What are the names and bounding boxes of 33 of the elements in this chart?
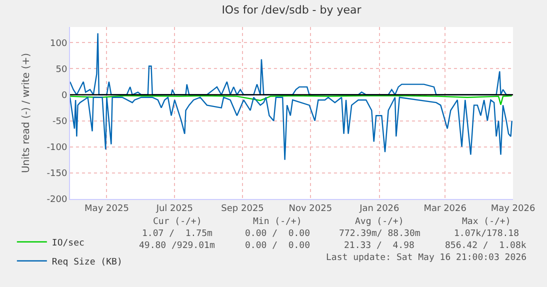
y-tick-label: 0: [61, 90, 68, 101]
line-series: [70, 96, 512, 161]
text: Max (-/+): [462, 217, 511, 227]
text: 856.42 / 1.08k: [445, 241, 527, 251]
x-tick-label: Jan 2026: [358, 204, 400, 214]
legend-label: Req Size (KB): [52, 257, 122, 268]
chart-title: IOs for /dev/sdb - by year: [222, 4, 362, 17]
y-tick-label: -50: [52, 116, 68, 127]
x-tick-label: May 2025: [84, 204, 129, 214]
y-tick-label: 50: [56, 64, 68, 75]
y-tick-label: 100: [50, 38, 68, 49]
text: 0.00 / 0.00: [245, 229, 310, 239]
text: Last update: Sat May 16 21:00:03 2026: [326, 253, 526, 263]
y-tick-label: -200: [46, 195, 68, 206]
x-tick-label: Nov 2025: [288, 204, 332, 214]
text: 1.07k/178.18: [454, 229, 520, 239]
legend-label: IO/sec: [52, 238, 84, 248]
text: 1.07 / 1.75m: [142, 229, 212, 239]
y-tick-label: -150: [46, 169, 68, 180]
text: 772.39m/ 88.30m: [339, 229, 420, 239]
text: 49.80 /929.01m: [139, 241, 215, 251]
text: Avg (-/+): [355, 217, 404, 227]
text: Cur (-/+): [153, 217, 202, 227]
text: 21.33 / 4.98: [344, 241, 414, 251]
x-tick-label: Sep 2025: [221, 204, 264, 214]
x-tick-label: May 2026: [490, 204, 536, 214]
x-tick-label: Jul 2025: [155, 204, 193, 214]
text: 0.00 / 0.00: [245, 241, 310, 251]
x-tick-label: Mar 2026: [424, 204, 467, 214]
line-series: [70, 95, 512, 106]
text: Min (-/+): [253, 217, 302, 227]
y-tick-label: -100: [46, 143, 68, 154]
y-axis-title: Units read (-) / write (+): [20, 52, 32, 174]
